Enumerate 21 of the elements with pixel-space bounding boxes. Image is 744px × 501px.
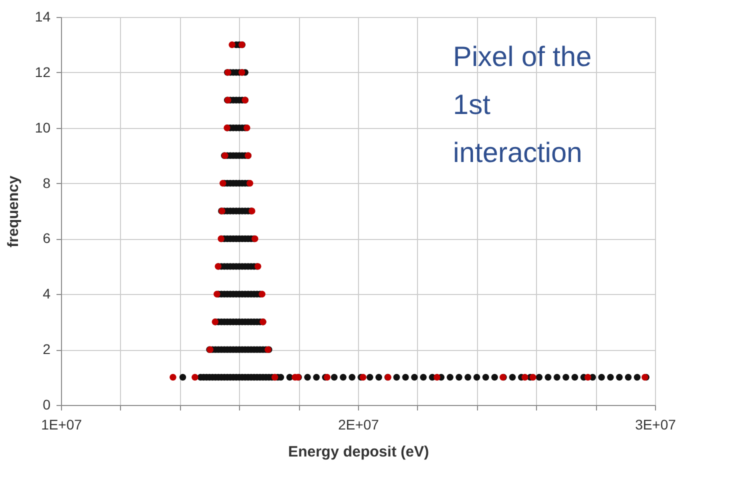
y-tick-label: 12 (34, 64, 51, 80)
x-axis-title: Energy deposit (eV) (288, 444, 429, 460)
y-tick-label: 14 (34, 8, 51, 24)
point (170, 374, 176, 381)
x-tick-label: 3E+07 (635, 416, 676, 432)
point (584, 374, 592, 381)
y-tick-label: 2 (42, 341, 51, 358)
y-tick-label: 10 (34, 119, 51, 136)
y-tick-label: 0 (42, 396, 51, 412)
point (434, 374, 440, 381)
y-tick-label: 6 (42, 230, 51, 246)
x-tick-label: 1E+07 (41, 416, 82, 432)
annotation: Pixel of the 1st interaction (453, 41, 592, 168)
point (530, 374, 536, 381)
point (522, 374, 528, 381)
y-tick-label: 8 (42, 174, 51, 191)
y-axis-title: frequency (4, 175, 22, 248)
point (192, 374, 198, 381)
x-tick-label: 2E+07 (338, 416, 380, 432)
y-tick-label: 4 (42, 286, 51, 302)
point (228, 41, 236, 48)
